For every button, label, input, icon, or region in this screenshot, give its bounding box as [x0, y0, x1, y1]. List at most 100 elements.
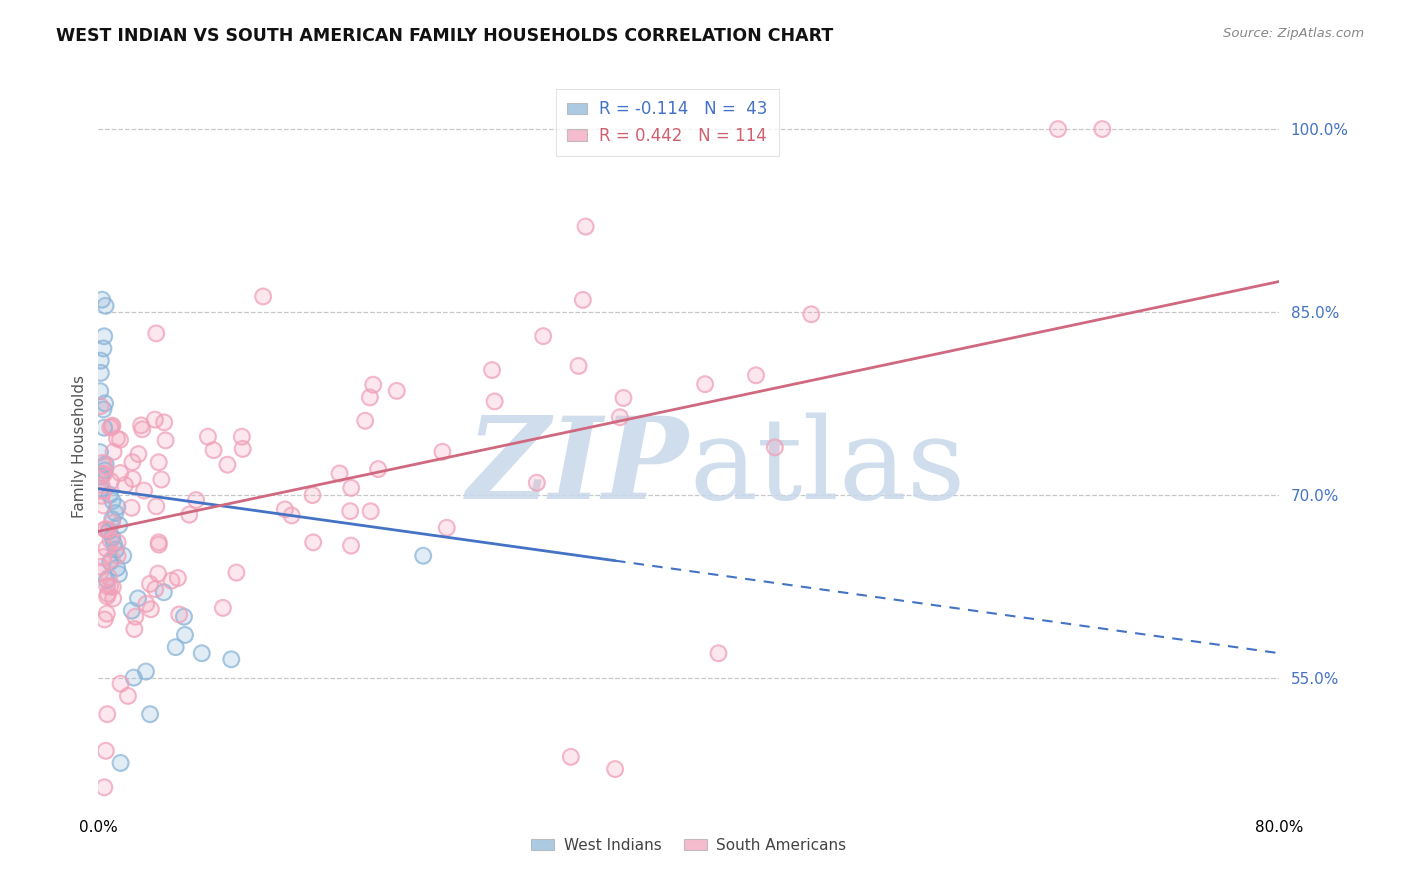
Point — [90, 559, 112, 574]
Point — [89, 445, 111, 459]
Point — [93, 467, 115, 481]
Point — [361, 377, 384, 392]
Point — [160, 574, 183, 588]
Point — [354, 414, 377, 428]
Point — [110, 466, 132, 480]
Point — [101, 516, 124, 530]
Point — [160, 574, 183, 588]
Point — [104, 542, 127, 557]
Point — [122, 671, 145, 685]
Point — [91, 456, 114, 470]
Point — [107, 500, 129, 514]
Point — [121, 500, 143, 515]
Point — [1047, 122, 1070, 136]
Point — [143, 412, 166, 426]
Point — [274, 502, 297, 516]
Point — [221, 652, 243, 666]
Point — [121, 603, 143, 617]
Point — [252, 289, 274, 303]
Point — [280, 508, 302, 523]
Point — [567, 359, 589, 373]
Point — [609, 410, 631, 425]
Point — [340, 481, 363, 495]
Point — [301, 488, 323, 502]
Point — [108, 433, 131, 447]
Point — [104, 542, 127, 557]
Point — [98, 570, 121, 584]
Point — [91, 467, 114, 481]
Point — [114, 478, 136, 492]
Point — [98, 579, 121, 593]
Point — [145, 500, 167, 514]
Point — [103, 536, 125, 550]
Point — [90, 489, 112, 503]
Point — [139, 577, 162, 591]
Point — [94, 744, 117, 758]
Point — [97, 523, 120, 537]
Point — [212, 600, 235, 615]
Point — [575, 219, 598, 234]
Point — [94, 396, 117, 410]
Point — [90, 366, 112, 380]
Point — [129, 418, 152, 433]
Point — [328, 467, 350, 481]
Point — [100, 533, 122, 548]
Point — [212, 600, 235, 615]
Point — [567, 359, 589, 373]
Point — [139, 707, 162, 722]
Point — [167, 571, 190, 585]
Text: WEST INDIAN VS SOUTH AMERICAN FAMILY HOUSEHOLDS CORRELATION CHART: WEST INDIAN VS SOUTH AMERICAN FAMILY HOU… — [56, 27, 834, 45]
Point — [693, 377, 716, 392]
Point — [121, 455, 143, 469]
Point — [93, 329, 115, 343]
Point — [117, 689, 139, 703]
Point — [560, 749, 582, 764]
Point — [108, 567, 131, 582]
Point — [436, 521, 458, 535]
Point — [101, 552, 124, 566]
Point — [385, 384, 408, 398]
Point — [153, 585, 176, 599]
Point — [105, 561, 128, 575]
Point — [274, 502, 297, 516]
Point — [101, 516, 124, 530]
Point — [127, 591, 149, 606]
Point — [359, 391, 381, 405]
Point — [96, 590, 118, 604]
Point — [94, 299, 117, 313]
Point — [184, 493, 207, 508]
Point — [93, 402, 115, 417]
Point — [93, 780, 115, 795]
Point — [800, 307, 823, 321]
Point — [139, 707, 162, 722]
Point — [124, 609, 146, 624]
Point — [412, 549, 434, 563]
Point — [107, 549, 129, 563]
Point — [101, 580, 124, 594]
Point — [107, 535, 129, 549]
Point — [367, 462, 389, 476]
Point — [90, 469, 112, 483]
Point — [96, 607, 118, 621]
Point — [94, 744, 117, 758]
Point — [104, 506, 127, 520]
Point — [340, 539, 363, 553]
Point — [98, 579, 121, 593]
Point — [90, 366, 112, 380]
Point — [302, 535, 325, 549]
Point — [359, 391, 381, 405]
Text: ZIP: ZIP — [467, 412, 689, 524]
Point — [89, 445, 111, 459]
Point — [100, 533, 122, 548]
Point — [225, 566, 247, 580]
Point — [90, 478, 112, 492]
Point — [94, 522, 117, 536]
Point — [231, 430, 253, 444]
Point — [93, 459, 115, 474]
Point — [96, 541, 118, 556]
Point — [101, 419, 124, 434]
Point — [124, 622, 146, 636]
Point — [91, 293, 114, 307]
Point — [121, 472, 143, 486]
Point — [93, 549, 115, 564]
